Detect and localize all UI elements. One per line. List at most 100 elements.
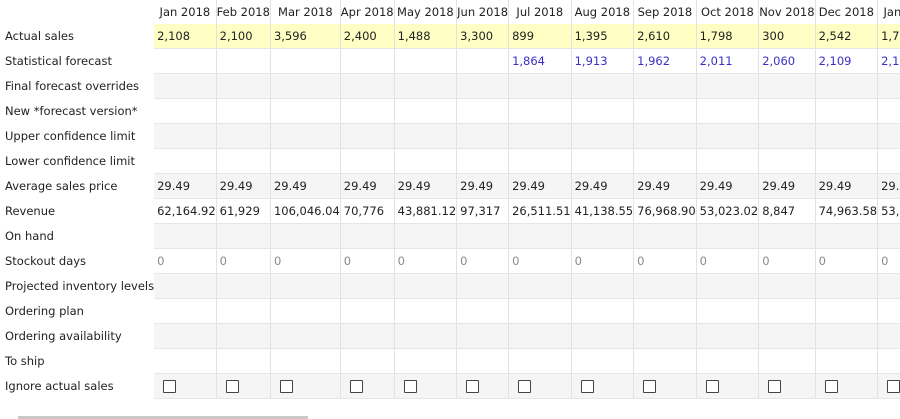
grid-cell[interactable]: [394, 123, 458, 149]
grid-cell[interactable]: [216, 123, 271, 149]
ignore-checkbox[interactable]: [225, 380, 239, 393]
grid-cell[interactable]: [877, 98, 900, 124]
grid-cell[interactable]: [508, 98, 572, 124]
grid-cell[interactable]: 43,881.12: [394, 198, 458, 224]
grid-cell[interactable]: [394, 373, 458, 399]
grid-cell[interactable]: [270, 298, 341, 324]
grid-cell[interactable]: [758, 223, 816, 249]
grid-cell[interactable]: 29.49: [508, 173, 572, 199]
grid-cell[interactable]: 53,023.02: [696, 198, 760, 224]
grid-cell[interactable]: 0: [340, 248, 395, 274]
grid-cell[interactable]: [270, 148, 341, 174]
grid-cell[interactable]: [633, 98, 697, 124]
grid-cell[interactable]: [456, 223, 510, 249]
grid-cell[interactable]: 2,159: [877, 48, 900, 74]
grid-cell[interactable]: [633, 348, 697, 374]
grid-cell[interactable]: [571, 73, 635, 99]
grid-cell[interactable]: 1,395: [571, 24, 635, 49]
grid-cell[interactable]: [154, 273, 217, 299]
column-header[interactable]: Nov 2018: [758, 0, 816, 24]
grid-cell[interactable]: 29.49: [815, 173, 879, 199]
grid-cell[interactable]: [815, 298, 879, 324]
grid-cell[interactable]: [633, 223, 697, 249]
grid-cell[interactable]: 2,108: [154, 24, 217, 49]
grid-cell[interactable]: 1,913: [571, 48, 635, 74]
grid-cell[interactable]: 29.49: [696, 173, 760, 199]
grid-cell[interactable]: 2,400: [340, 24, 395, 49]
grid-cell[interactable]: [394, 273, 458, 299]
grid-cell[interactable]: 29.49: [633, 173, 697, 199]
grid-cell[interactable]: 0: [696, 248, 760, 274]
grid-cell[interactable]: [270, 373, 341, 399]
grid-cell[interactable]: [758, 323, 816, 349]
grid-cell[interactable]: [340, 123, 395, 149]
column-header[interactable]: Aug 2018: [571, 0, 635, 24]
grid-cell[interactable]: [571, 298, 635, 324]
grid-cell[interactable]: [696, 373, 760, 399]
grid-cell[interactable]: 0: [456, 248, 510, 274]
grid-cell[interactable]: [216, 298, 271, 324]
grid-cell[interactable]: [508, 73, 572, 99]
grid-cell[interactable]: [633, 273, 697, 299]
grid-cell[interactable]: [270, 273, 341, 299]
ignore-checkbox[interactable]: [403, 380, 417, 393]
grid-cell[interactable]: [696, 223, 760, 249]
grid-cell[interactable]: [456, 123, 510, 149]
grid-cell[interactable]: [815, 273, 879, 299]
grid-cell[interactable]: [696, 73, 760, 99]
grid-cell[interactable]: [758, 373, 816, 399]
grid-cell[interactable]: [216, 273, 271, 299]
ignore-checkbox[interactable]: [824, 380, 838, 393]
grid-cell[interactable]: [394, 298, 458, 324]
grid-cell[interactable]: [815, 123, 879, 149]
grid-cell[interactable]: 62,164.92: [154, 198, 217, 224]
grid-cell[interactable]: [340, 273, 395, 299]
grid-cell[interactable]: [877, 148, 900, 174]
grid-cell[interactable]: 97,317: [456, 198, 510, 224]
grid-cell[interactable]: [758, 123, 816, 149]
grid-cell[interactable]: 29.49: [270, 173, 341, 199]
grid-cell[interactable]: 0: [394, 248, 458, 274]
grid-cell[interactable]: [877, 298, 900, 324]
grid-cell[interactable]: [456, 48, 510, 74]
ignore-checkbox[interactable]: [643, 380, 657, 393]
grid-cell[interactable]: [216, 373, 271, 399]
ignore-checkbox[interactable]: [705, 380, 719, 393]
grid-cell[interactable]: [216, 323, 271, 349]
grid-cell[interactable]: [571, 348, 635, 374]
grid-cell[interactable]: [394, 323, 458, 349]
grid-cell[interactable]: [456, 273, 510, 299]
grid-cell[interactable]: [154, 48, 217, 74]
grid-cell[interactable]: 0: [633, 248, 697, 274]
column-header[interactable]: Jul 2018: [508, 0, 572, 24]
grid-cell[interactable]: [456, 323, 510, 349]
grid-cell[interactable]: 29.49: [216, 173, 271, 199]
grid-cell[interactable]: 74,963.58: [815, 198, 879, 224]
grid-cell[interactable]: [270, 48, 341, 74]
grid-cell[interactable]: [508, 223, 572, 249]
grid-cell[interactable]: [815, 323, 879, 349]
grid-cell[interactable]: 53,023.02: [877, 198, 900, 224]
grid-cell[interactable]: 8,847: [758, 198, 816, 224]
grid-cell[interactable]: [394, 98, 458, 124]
grid-cell[interactable]: [154, 323, 217, 349]
grid-cell[interactable]: [216, 98, 271, 124]
grid-cell[interactable]: [633, 123, 697, 149]
grid-cell[interactable]: [340, 373, 395, 399]
column-header[interactable]: Jan 2019: [877, 0, 900, 24]
ignore-checkbox[interactable]: [518, 380, 532, 393]
grid-cell[interactable]: 2,100: [216, 24, 271, 49]
grid-cell[interactable]: [154, 123, 217, 149]
grid-cell[interactable]: 29.49: [877, 173, 900, 199]
grid-cell[interactable]: [633, 298, 697, 324]
grid-cell[interactable]: [758, 73, 816, 99]
grid-cell[interactable]: 0: [877, 248, 900, 274]
grid-cell[interactable]: [815, 98, 879, 124]
grid-cell[interactable]: [815, 148, 879, 174]
grid-cell[interactable]: 76,968.90: [633, 198, 697, 224]
grid-cell[interactable]: [815, 373, 879, 399]
grid-cell[interactable]: [758, 98, 816, 124]
grid-cell[interactable]: [571, 123, 635, 149]
grid-cell[interactable]: 29.49: [758, 173, 816, 199]
grid-cell[interactable]: [456, 373, 510, 399]
